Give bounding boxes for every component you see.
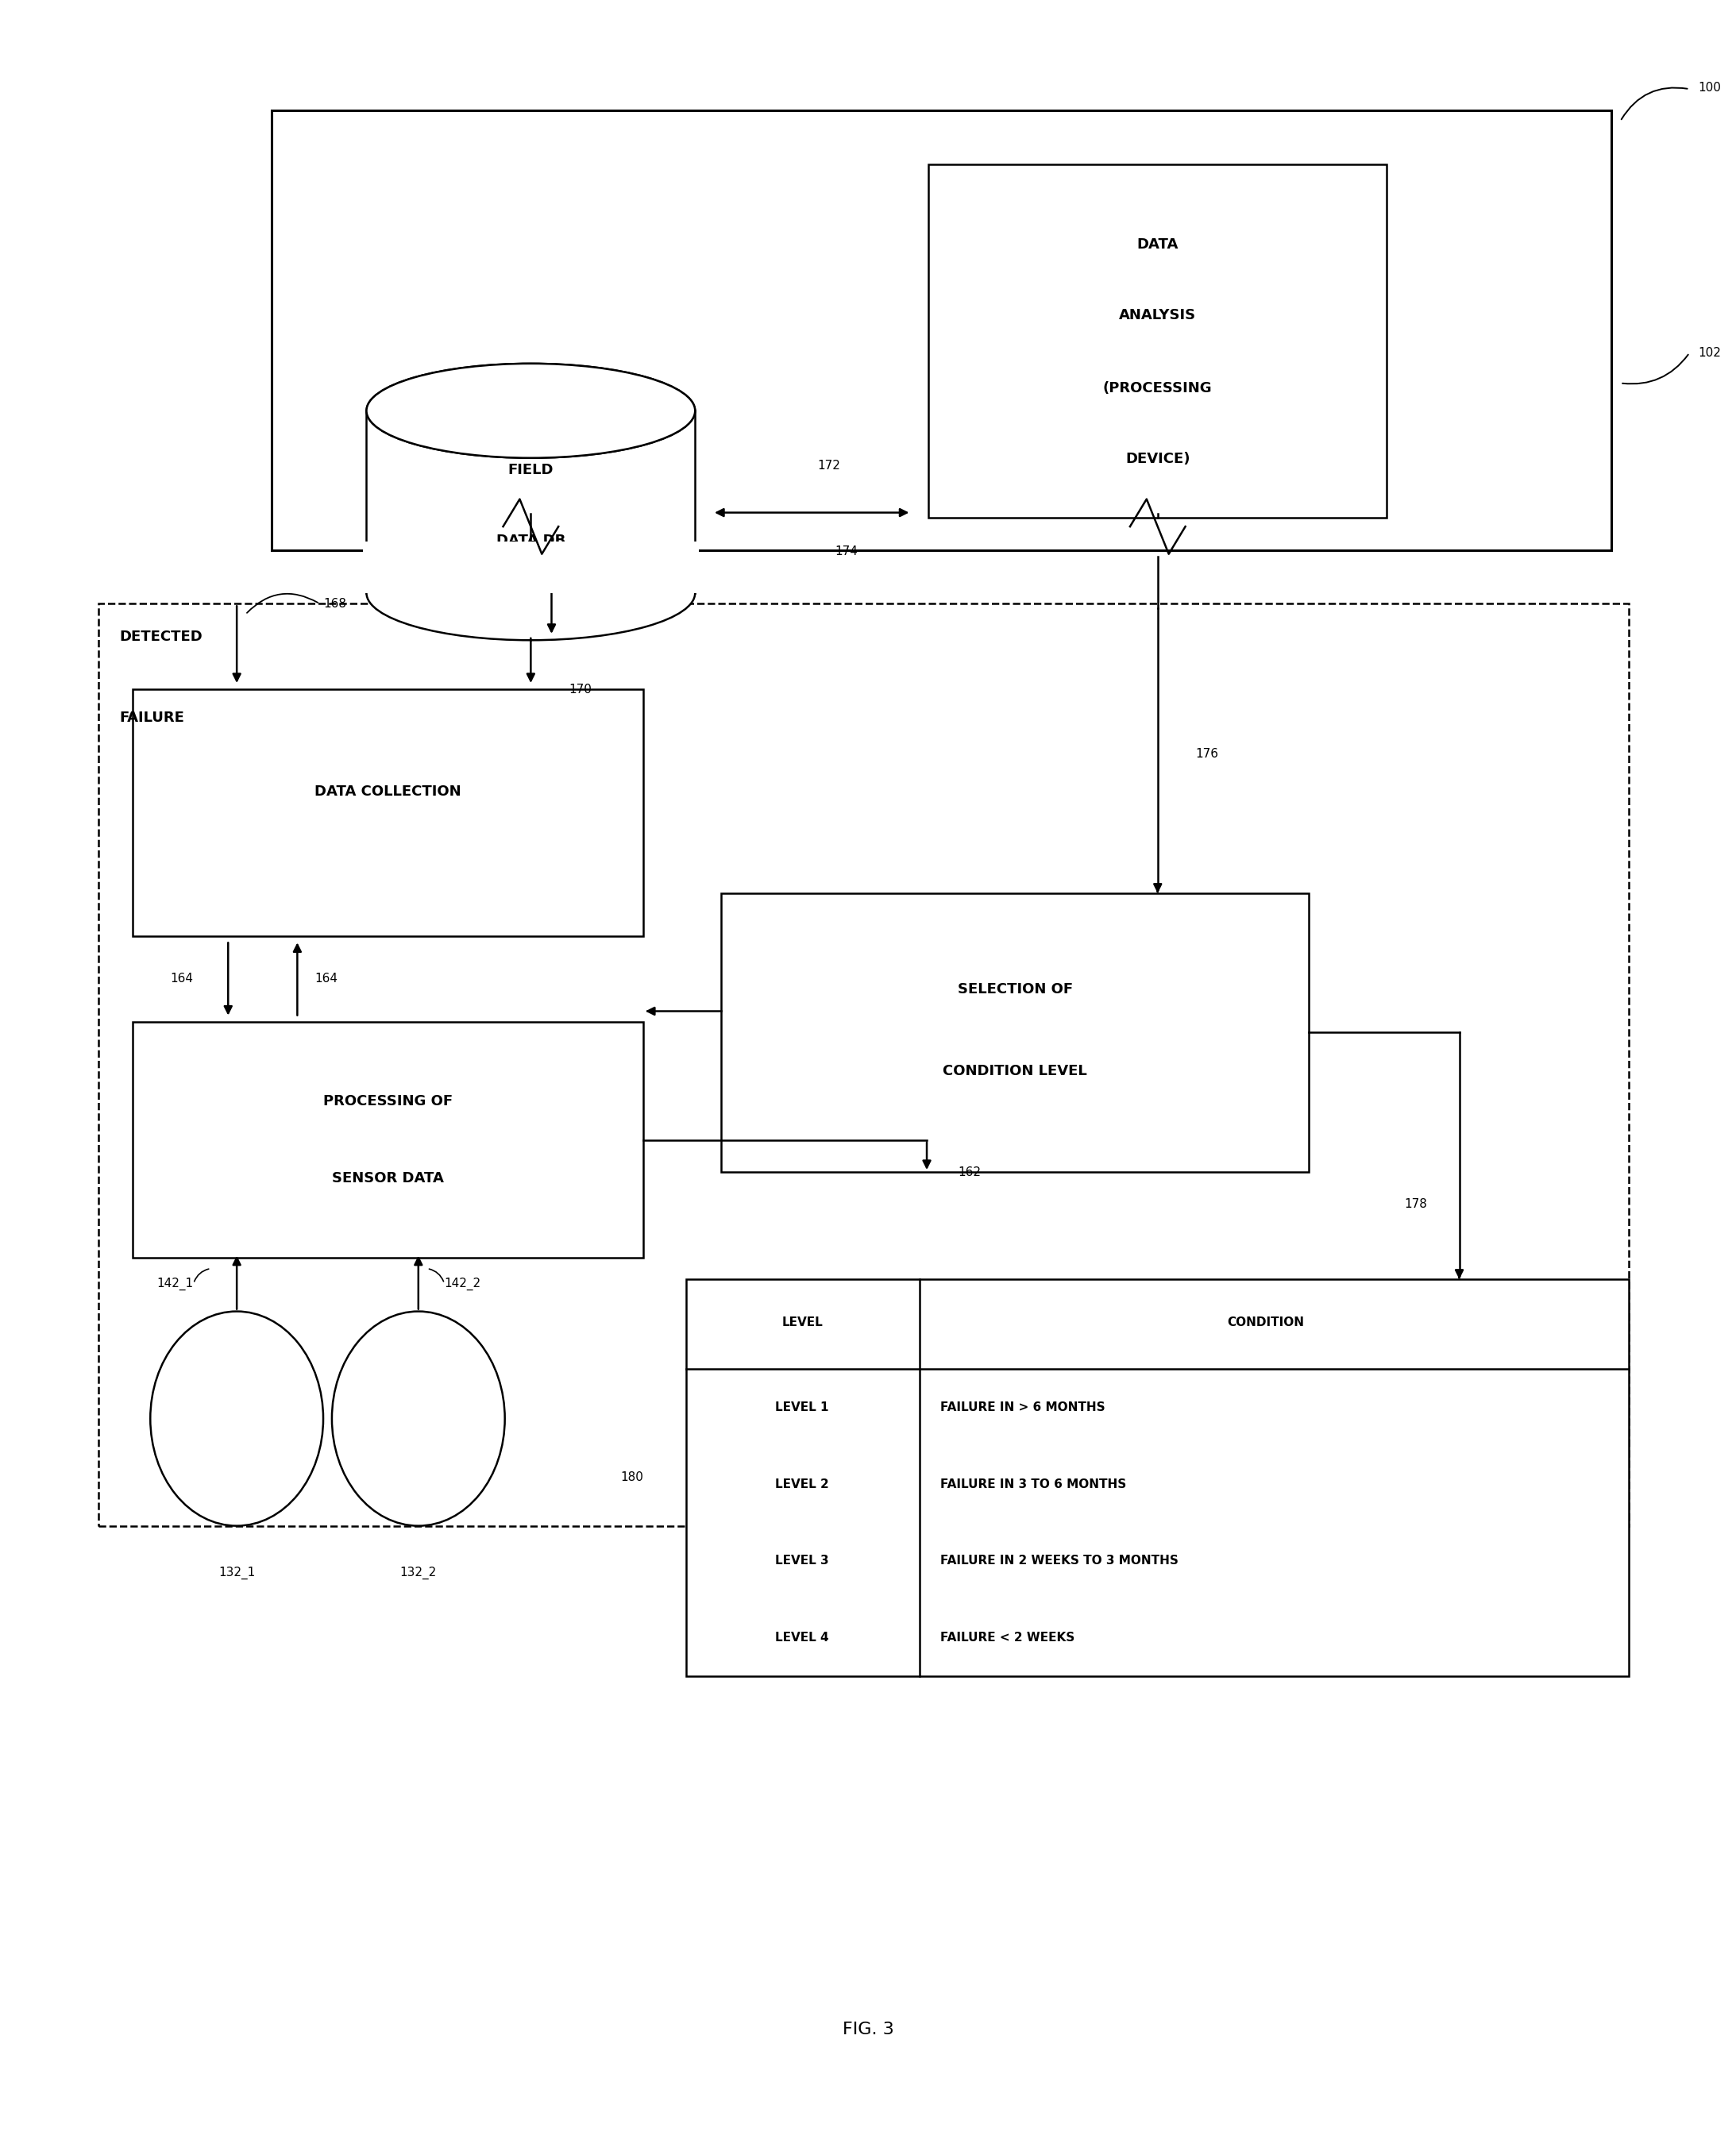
Text: FAILURE IN 2 WEEKS TO 3 MONTHS: FAILURE IN 2 WEEKS TO 3 MONTHS [941, 1555, 1179, 1566]
Text: DATA COLLECTION: DATA COLLECTION [314, 785, 462, 798]
Text: 172: 172 [818, 460, 840, 471]
Text: LEVEL 2: LEVEL 2 [776, 1478, 830, 1491]
Text: LEVEL: LEVEL [781, 1316, 823, 1327]
Text: 132_2: 132_2 [399, 1566, 437, 1579]
Bar [686, 1280, 1628, 1676]
Text: 142_2: 142_2 [444, 1278, 481, 1291]
Text: 132_1: 132_1 [219, 1566, 255, 1579]
Ellipse shape [366, 364, 694, 458]
Text: CONDITION LEVEL: CONDITION LEVEL [943, 1065, 1087, 1078]
Bar [99, 604, 1628, 1525]
Text: 176: 176 [1196, 749, 1219, 759]
Text: 100: 100 [1698, 82, 1720, 92]
Text: DETECTED: DETECTED [120, 630, 203, 643]
Text: LEVEL 3: LEVEL 3 [776, 1555, 830, 1566]
Text: CONDITION: CONDITION [1227, 1316, 1304, 1327]
Bar [134, 690, 642, 936]
Bar [134, 1022, 642, 1258]
Text: 170: 170 [569, 684, 592, 695]
Text: FIG. 3: FIG. 3 [842, 2022, 894, 2037]
Text: FAILURE IN 3 TO 6 MONTHS: FAILURE IN 3 TO 6 MONTHS [941, 1478, 1127, 1491]
Text: FAILURE < 2 WEEKS: FAILURE < 2 WEEKS [941, 1633, 1075, 1643]
Text: FIELD: FIELD [509, 462, 554, 478]
Text: 168: 168 [323, 598, 345, 609]
Text: LEVEL 1: LEVEL 1 [776, 1402, 830, 1413]
Text: 180: 180 [620, 1471, 642, 1484]
Text: LEVEL 4: LEVEL 4 [776, 1633, 830, 1643]
Text: PROCESSING OF: PROCESSING OF [323, 1095, 453, 1108]
Text: 102: 102 [1698, 346, 1720, 359]
Ellipse shape [366, 364, 694, 458]
Text: DATA: DATA [1137, 237, 1179, 252]
Ellipse shape [366, 546, 694, 641]
Text: 164: 164 [170, 972, 193, 985]
Text: SENSOR DATA: SENSOR DATA [332, 1172, 444, 1185]
Bar [720, 893, 1309, 1172]
Bar [363, 542, 698, 594]
Text: ANALYSIS: ANALYSIS [1120, 308, 1196, 323]
Text: 178: 178 [1404, 1198, 1427, 1211]
Text: (PROCESSING: (PROCESSING [1102, 381, 1212, 396]
Text: 174: 174 [835, 544, 858, 557]
Text: 142_1: 142_1 [156, 1278, 193, 1291]
Text: 164: 164 [314, 972, 337, 985]
Text: 162: 162 [958, 1166, 981, 1179]
Text: DEVICE): DEVICE) [1125, 452, 1191, 467]
Bar [929, 163, 1387, 518]
Text: FAILURE: FAILURE [120, 712, 184, 725]
Text: FAILURE IN > 6 MONTHS: FAILURE IN > 6 MONTHS [941, 1402, 1106, 1413]
Bar [271, 110, 1611, 551]
Text: SELECTION OF: SELECTION OF [957, 983, 1073, 996]
Text: DATA DB: DATA DB [496, 533, 566, 549]
